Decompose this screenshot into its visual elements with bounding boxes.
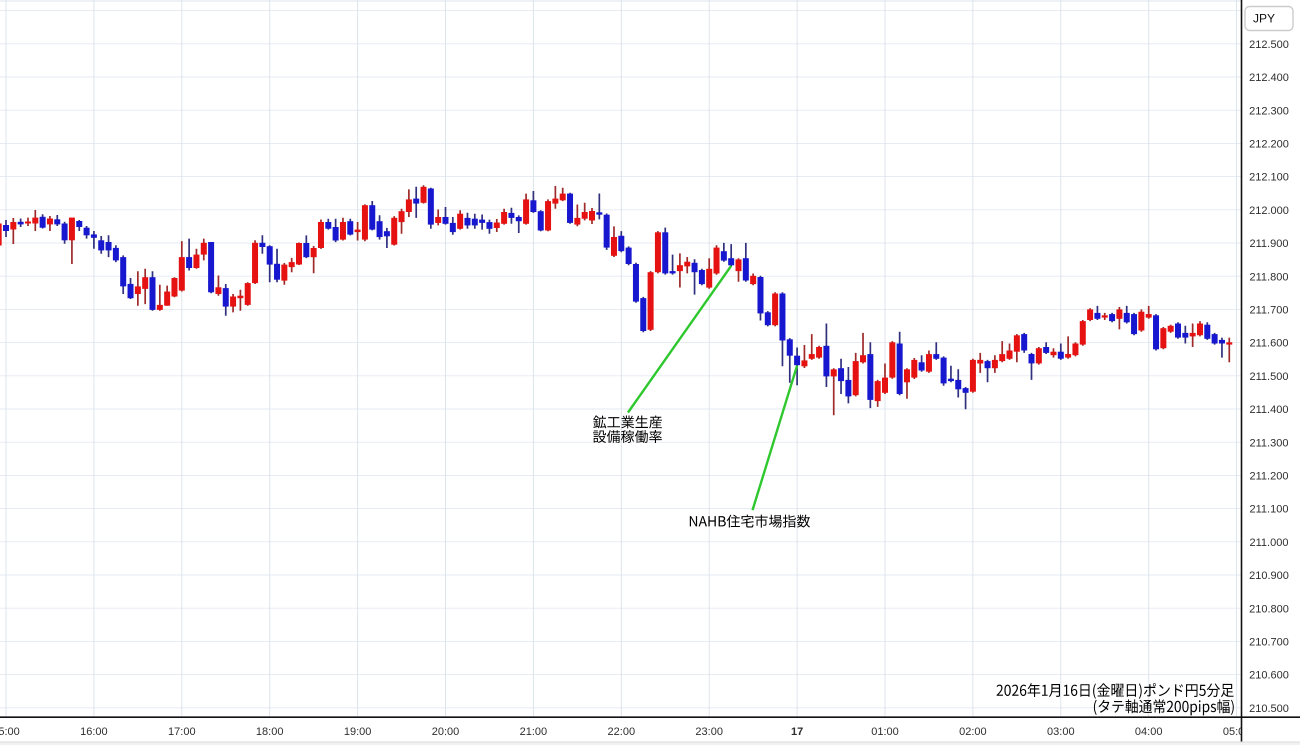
svg-text:17:00: 17:00 xyxy=(168,726,196,738)
svg-text:03:00: 03:00 xyxy=(1047,726,1075,738)
svg-text:210.900: 210.900 xyxy=(1249,570,1289,582)
svg-text:16:00: 16:00 xyxy=(80,726,108,738)
svg-text:212.300: 212.300 xyxy=(1249,105,1289,117)
svg-text:01:00: 01:00 xyxy=(871,726,899,738)
svg-text:02:00: 02:00 xyxy=(959,726,987,738)
svg-text:211.700: 211.700 xyxy=(1250,305,1289,317)
svg-text:210.600: 210.600 xyxy=(1249,670,1289,682)
svg-text:212.500: 212.500 xyxy=(1249,39,1289,51)
svg-text:211.800: 211.800 xyxy=(1250,271,1289,283)
svg-text:22:00: 22:00 xyxy=(608,726,636,738)
svg-text:05:00: 05:00 xyxy=(1223,726,1251,738)
svg-text:JPY: JPY xyxy=(1253,12,1275,26)
svg-text:211.400: 211.400 xyxy=(1250,404,1289,416)
svg-text:212.100: 212.100 xyxy=(1249,172,1289,184)
svg-text:211.500: 211.500 xyxy=(1250,371,1289,383)
svg-text:23:00: 23:00 xyxy=(695,726,723,738)
svg-text:211.600: 211.600 xyxy=(1250,338,1289,350)
svg-text:21:00: 21:00 xyxy=(520,726,548,738)
svg-text:211.900: 211.900 xyxy=(1250,238,1289,250)
svg-text:212.000: 212.000 xyxy=(1249,205,1289,217)
svg-text:212.200: 212.200 xyxy=(1249,139,1289,151)
svg-text:04:00: 04:00 xyxy=(1135,726,1163,738)
svg-text:15:00: 15:00 xyxy=(0,726,20,738)
svg-text:211.000: 211.000 xyxy=(1250,537,1289,549)
svg-text:17: 17 xyxy=(791,726,803,738)
svg-text:211.300: 211.300 xyxy=(1250,437,1289,449)
svg-text:210.800: 210.800 xyxy=(1249,603,1289,615)
svg-text:210.700: 210.700 xyxy=(1249,637,1289,649)
svg-text:212.400: 212.400 xyxy=(1249,72,1289,84)
svg-text:20:00: 20:00 xyxy=(432,726,460,738)
svg-text:211.100: 211.100 xyxy=(1250,504,1289,516)
svg-text:18:00: 18:00 xyxy=(256,726,284,738)
svg-text:19:00: 19:00 xyxy=(344,726,372,738)
svg-text:210.500: 210.500 xyxy=(1249,703,1289,715)
svg-text:211.200: 211.200 xyxy=(1250,471,1289,483)
